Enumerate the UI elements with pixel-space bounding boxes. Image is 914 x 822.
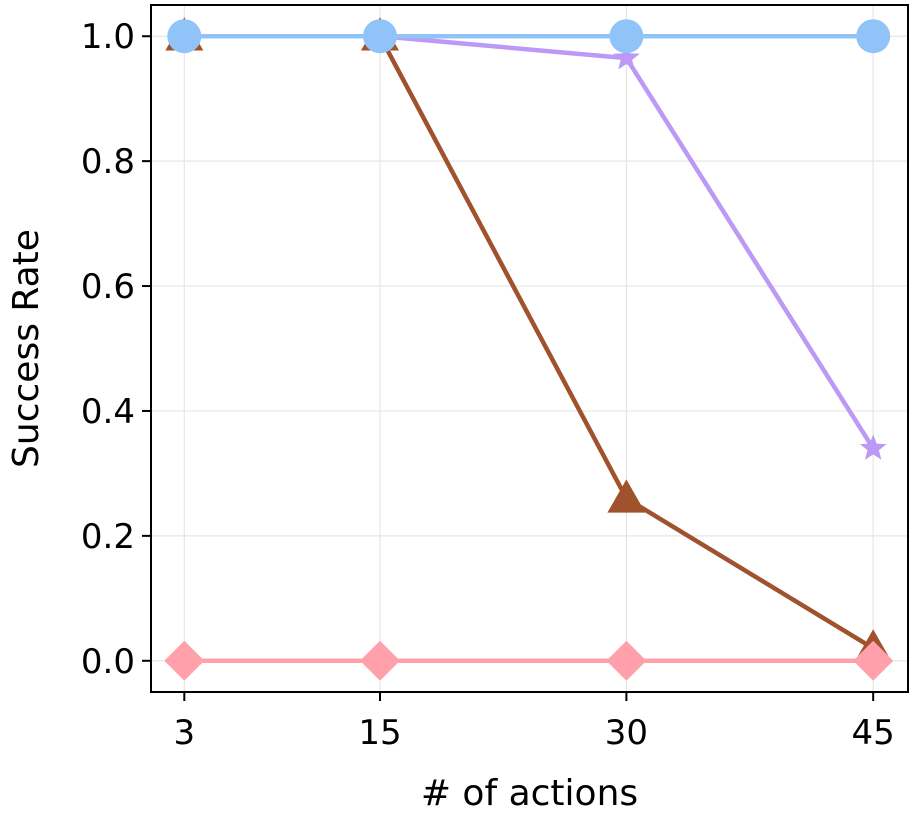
data-point-star — [613, 44, 640, 70]
x-tick-label: 3 — [173, 713, 195, 753]
series-markers — [164, 17, 894, 681]
data-point-star — [859, 434, 887, 460]
y-tick-label: 0.0 — [81, 642, 135, 682]
y-axis-ticks: 0.0 0.2 0.4 0.6 0.8 1.0 — [81, 17, 151, 682]
data-point-diamond — [853, 640, 894, 681]
y-tick-label: 0.6 — [81, 267, 135, 307]
x-axis-label: # of actions — [421, 773, 638, 814]
y-tick-label: 0.4 — [81, 392, 135, 432]
x-axis-ticks: 3 15 30 45 — [173, 692, 895, 753]
data-point-triangle — [607, 479, 646, 513]
series-line-2 — [184, 33, 876, 450]
data-point-diamond — [606, 640, 647, 681]
data-point-diamond — [164, 640, 205, 681]
x-tick-label: 15 — [358, 713, 401, 753]
x-tick-label: 45 — [852, 713, 895, 753]
y-tick-label: 0.2 — [81, 517, 135, 557]
x-tick-label: 30 — [605, 713, 648, 753]
y-tick-label: 1.0 — [81, 17, 135, 57]
series-line-1 — [184, 33, 875, 651]
grid-lines — [151, 5, 908, 692]
data-point-circle — [856, 19, 891, 54]
series-lines — [184, 33, 876, 664]
data-point-circle — [609, 19, 644, 54]
y-tick-label: 0.8 — [81, 142, 135, 182]
data-point-circle — [362, 19, 397, 54]
y-axis-label: Success Rate — [6, 229, 47, 468]
data-point-circle — [167, 19, 202, 54]
data-point-diamond — [359, 640, 400, 681]
plot-frame — [150, 4, 909, 693]
